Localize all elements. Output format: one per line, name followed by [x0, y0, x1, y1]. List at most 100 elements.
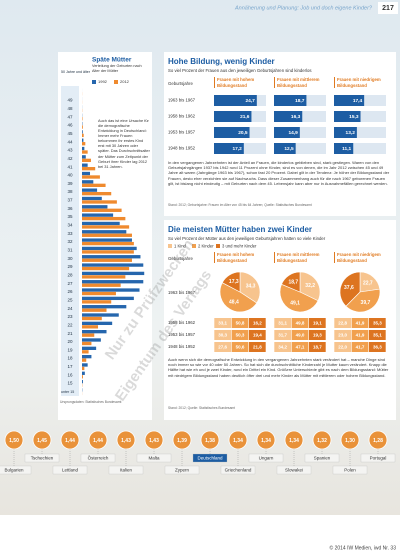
country-label: Polen — [344, 467, 356, 472]
column-header: Geburtsjahre — [168, 81, 193, 86]
source-box: Stand: 2012; Quelle: Statistisches Bunde… — [168, 406, 235, 410]
category-label: 46 — [67, 123, 73, 128]
value-label: 21,6 — [240, 114, 250, 120]
slice-label: 22,7 — [363, 280, 373, 286]
bar — [82, 138, 84, 142]
category-label: 38 — [67, 189, 73, 194]
country-label: Griechenland — [225, 467, 252, 472]
country-label: Ungarn — [259, 455, 274, 460]
bar — [82, 142, 86, 146]
cell-value: 47,1 — [296, 344, 305, 349]
table-cell — [308, 330, 326, 340]
bar — [82, 221, 120, 226]
row-label: 1958 bis 1962 — [168, 320, 196, 325]
legend-label: 2012 — [120, 79, 130, 84]
table-cell — [291, 330, 309, 340]
category-label: 15 — [67, 381, 73, 386]
page-number: 217 — [382, 5, 394, 12]
rate-marker — [368, 430, 388, 450]
bar — [82, 233, 132, 237]
rate-marker — [228, 430, 248, 450]
rate-label: 1,45 — [37, 438, 47, 444]
bar — [82, 230, 127, 234]
category-label: 29 — [67, 264, 73, 269]
rate-label: 1,44 — [93, 438, 103, 444]
source-box: Ursprungsdaten: Statistisches Bundesamt — [60, 400, 122, 404]
table-cell — [248, 318, 266, 328]
table-cell — [214, 330, 232, 340]
cell-value: 34,2 — [278, 344, 287, 349]
bar — [82, 167, 96, 171]
category-label: 27 — [67, 281, 73, 286]
category-label: 28 — [67, 272, 73, 277]
table-cell — [308, 318, 326, 328]
source: Stand: 2012; Geburtsjahre: Frauen im Alt… — [168, 203, 312, 207]
bar — [82, 350, 89, 354]
table-cell — [334, 318, 352, 328]
bar — [82, 150, 88, 154]
category-label: 23 — [67, 314, 73, 319]
category-label: 34 — [67, 223, 73, 228]
rate-marker — [88, 430, 108, 450]
category-label: 45 — [67, 131, 73, 136]
column-header-box: Frauen mit niedrigem Bildungsstand — [334, 252, 381, 264]
body-text: Auch wenn sich die demografische Entwick… — [168, 357, 389, 378]
rate-marker — [172, 430, 192, 450]
bar — [82, 330, 107, 334]
category-label: 50 Jahre und älter — [61, 70, 91, 74]
bar — [334, 127, 357, 138]
bar — [82, 180, 94, 184]
bar — [274, 95, 307, 106]
bar — [82, 250, 134, 254]
rate-marker — [200, 430, 220, 450]
country-label: Malta — [148, 455, 160, 460]
bar — [82, 291, 116, 296]
slice-label: 17,3 — [229, 279, 239, 285]
table-cell — [368, 330, 386, 340]
bar — [82, 188, 98, 192]
bar — [82, 225, 130, 229]
rate-marker — [312, 430, 332, 450]
bar — [82, 325, 99, 329]
value-label: 13,2 — [346, 130, 356, 136]
cell-value: 27,6 — [218, 344, 227, 349]
table-cell — [231, 342, 249, 352]
bar — [82, 379, 83, 384]
table-cell — [368, 342, 386, 352]
country-label: Lettland — [62, 467, 79, 472]
cell-value: 50,8 — [236, 320, 245, 325]
bar — [82, 313, 119, 317]
category-label: 20 — [67, 339, 73, 344]
table-cell — [351, 342, 369, 352]
column-header: Frauen mit hohem Bildungsstand — [214, 77, 266, 89]
category-label: 47 — [67, 114, 73, 119]
bar-track — [274, 143, 326, 154]
table-cell — [214, 342, 232, 352]
column-header: Frauen mit mittlerem Bildungsstand — [274, 77, 326, 89]
row-label: 1953 bis 1957 — [168, 130, 196, 135]
source-box: Stand: 2012; Geburtsjahre: Frauen im Alt… — [168, 203, 312, 207]
value-label: 16,3 — [291, 114, 301, 120]
country-label: Tschechien — [31, 455, 54, 460]
country-box — [220, 465, 256, 475]
cell-value: 19,3 — [313, 332, 322, 337]
column-header-box: Frauen mit hohem Bildungsstand — [214, 252, 254, 264]
source: Ursprungsdaten: Statistisches Bundesamt — [60, 400, 122, 404]
category-label: 33 — [67, 231, 73, 236]
bar — [82, 200, 117, 204]
pie-slice — [299, 271, 321, 302]
category-label: unter 15 — [61, 390, 74, 394]
category-label: 32 — [67, 239, 73, 244]
table-cell — [248, 342, 266, 352]
cell-value: 35,3 — [373, 320, 382, 325]
country-box — [24, 453, 60, 463]
bar — [274, 127, 300, 138]
bar — [82, 275, 126, 279]
column-header-box: Frauen mit niedrigem Bildungsstand — [334, 77, 381, 89]
bar — [82, 280, 144, 284]
category-label: 37 — [67, 198, 73, 203]
bar — [214, 127, 250, 138]
column-header-box: Frauen mit mittlerem Bildungsstand — [274, 252, 320, 264]
bar — [82, 363, 88, 367]
